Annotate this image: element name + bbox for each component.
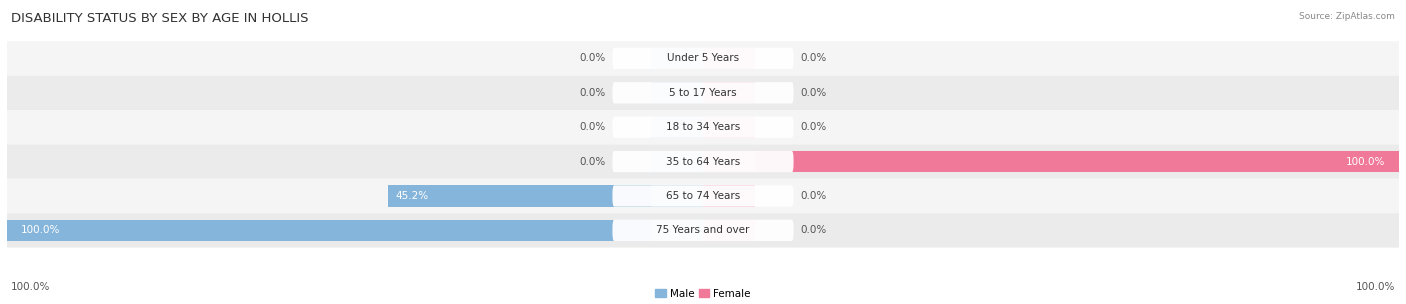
Text: 0.0%: 0.0% [800, 54, 827, 64]
Bar [703, 151, 1399, 172]
Bar [703, 185, 755, 207]
Text: 100.0%: 100.0% [21, 225, 60, 235]
FancyBboxPatch shape [613, 185, 793, 207]
Text: 0.0%: 0.0% [800, 88, 827, 98]
Bar [7, 220, 703, 241]
FancyBboxPatch shape [7, 213, 1399, 247]
Bar [703, 116, 755, 138]
FancyBboxPatch shape [613, 48, 793, 69]
FancyBboxPatch shape [7, 41, 1399, 76]
Text: 5 to 17 Years: 5 to 17 Years [669, 88, 737, 98]
Text: 0.0%: 0.0% [800, 191, 827, 201]
Bar [651, 151, 703, 172]
Bar [651, 185, 703, 207]
Bar [651, 48, 703, 69]
FancyBboxPatch shape [7, 110, 1399, 144]
Text: 100.0%: 100.0% [1346, 157, 1385, 167]
Text: 35 to 64 Years: 35 to 64 Years [666, 157, 740, 167]
Bar [703, 151, 755, 172]
Bar [703, 220, 755, 241]
Text: 65 to 74 Years: 65 to 74 Years [666, 191, 740, 201]
Legend: Male, Female: Male, Female [651, 285, 755, 303]
FancyBboxPatch shape [613, 151, 793, 172]
Text: 45.2%: 45.2% [395, 191, 429, 201]
Bar [651, 82, 703, 103]
Text: 100.0%: 100.0% [11, 282, 51, 292]
Bar [651, 116, 703, 138]
Bar [651, 220, 703, 241]
Text: Source: ZipAtlas.com: Source: ZipAtlas.com [1299, 12, 1395, 21]
Text: 75 Years and over: 75 Years and over [657, 225, 749, 235]
FancyBboxPatch shape [613, 220, 793, 241]
Text: 0.0%: 0.0% [579, 54, 606, 64]
FancyBboxPatch shape [613, 116, 793, 138]
Text: 18 to 34 Years: 18 to 34 Years [666, 122, 740, 132]
Text: DISABILITY STATUS BY SEX BY AGE IN HOLLIS: DISABILITY STATUS BY SEX BY AGE IN HOLLI… [11, 12, 309, 25]
FancyBboxPatch shape [7, 76, 1399, 110]
Text: 100.0%: 100.0% [1355, 282, 1395, 292]
Text: 0.0%: 0.0% [579, 88, 606, 98]
Bar [703, 82, 755, 103]
FancyBboxPatch shape [613, 82, 793, 103]
FancyBboxPatch shape [7, 144, 1399, 179]
Text: Under 5 Years: Under 5 Years [666, 54, 740, 64]
Bar [703, 48, 755, 69]
Text: 0.0%: 0.0% [579, 122, 606, 132]
FancyBboxPatch shape [7, 179, 1399, 213]
Text: 0.0%: 0.0% [800, 225, 827, 235]
Bar [388, 185, 703, 207]
Text: 0.0%: 0.0% [579, 157, 606, 167]
Text: 0.0%: 0.0% [800, 122, 827, 132]
